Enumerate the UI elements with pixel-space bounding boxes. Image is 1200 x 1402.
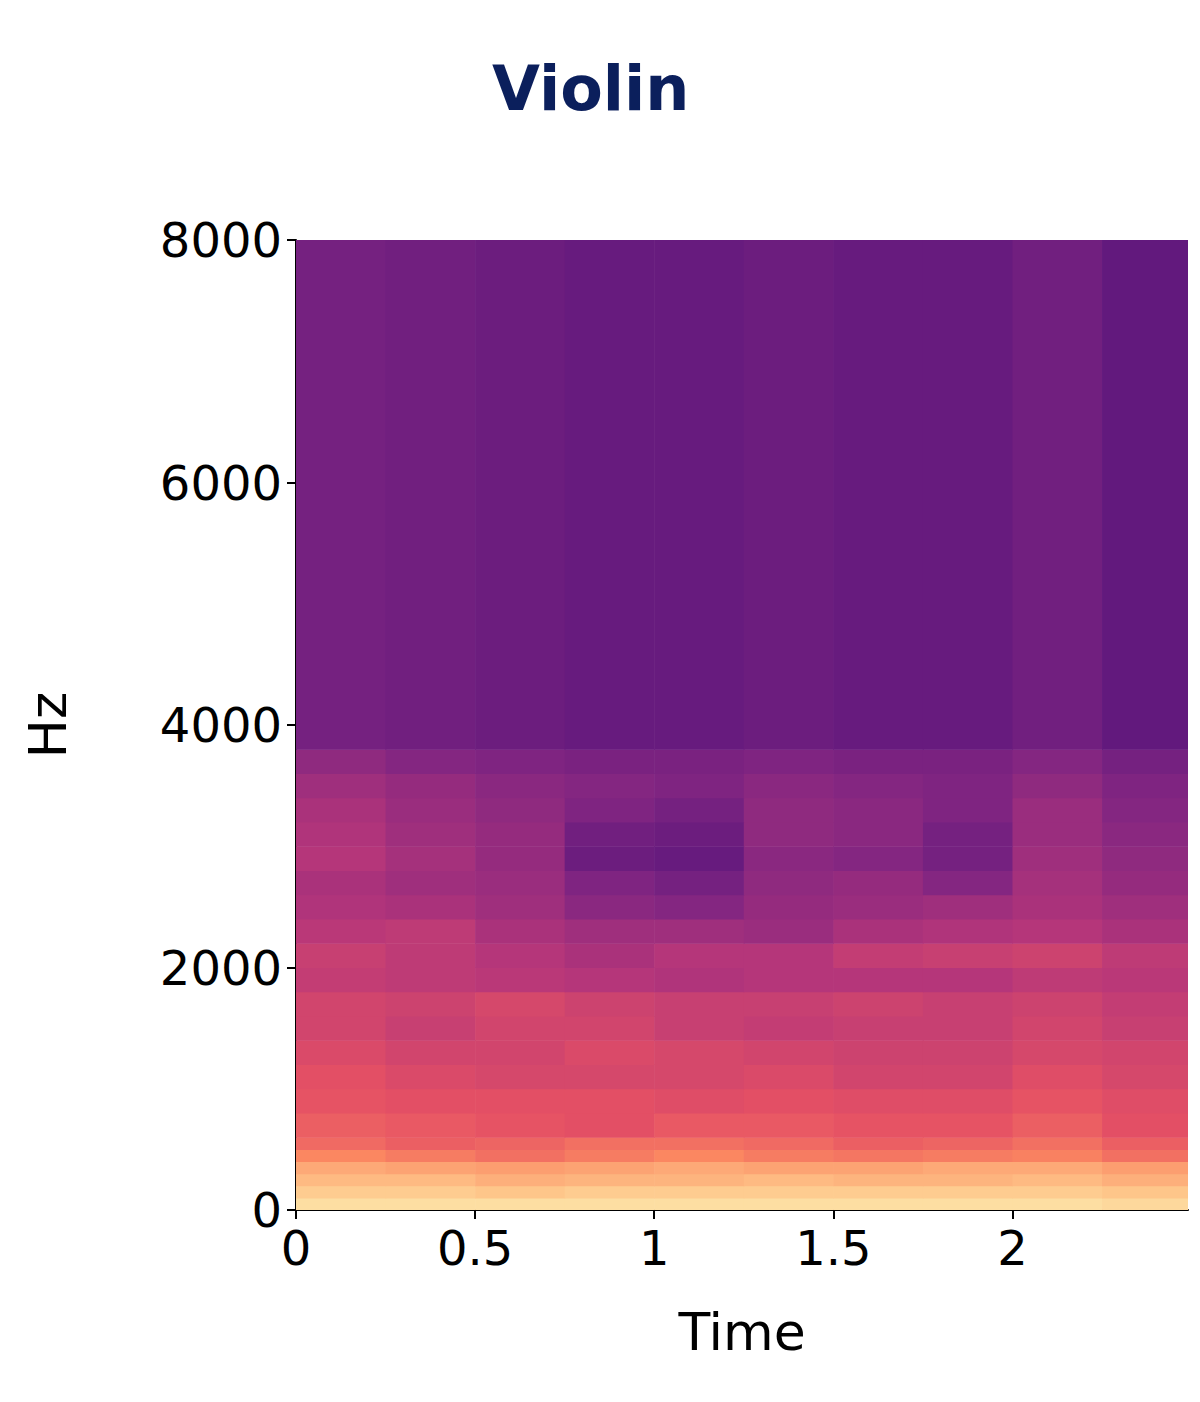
svg-text:0: 0 <box>251 1182 282 1238</box>
svg-text:Violin: Violin <box>492 52 689 125</box>
svg-text:0.5: 0.5 <box>437 1220 513 1276</box>
svg-text:1.5: 1.5 <box>795 1220 871 1276</box>
svg-text:2: 2 <box>997 1220 1028 1276</box>
svg-text:2000: 2000 <box>160 940 282 996</box>
svg-text:Hz: Hz <box>18 692 78 758</box>
svg-text:4000: 4000 <box>160 697 282 753</box>
svg-text:6000: 6000 <box>160 455 282 511</box>
svg-text:8000: 8000 <box>160 212 282 268</box>
svg-text:0: 0 <box>281 1220 312 1276</box>
svg-text:Time: Time <box>677 1302 805 1362</box>
svg-text:1: 1 <box>639 1220 670 1276</box>
